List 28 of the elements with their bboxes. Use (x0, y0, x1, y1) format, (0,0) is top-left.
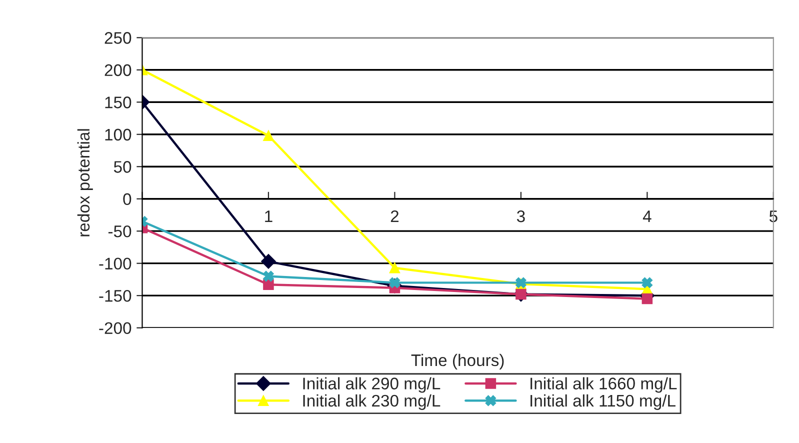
x-tick-label: 1 (265, 210, 272, 222)
point (263, 270, 274, 282)
legend-label: Initial alk 1150 mg/L (530, 394, 676, 410)
point (642, 277, 653, 288)
x-axis-title: Time (hours) (411, 354, 504, 370)
x-tick-label: 2 (390, 210, 399, 222)
point (389, 262, 400, 274)
x-tick-label: 5 (769, 210, 778, 222)
y-tick-label: -150 (99, 290, 132, 302)
y-axis-title: redox potential (77, 129, 93, 236)
y-tick-label: 100 (105, 128, 132, 141)
point (516, 288, 526, 300)
x-tick-label: 3 (516, 210, 525, 222)
point (263, 130, 274, 142)
y-tick-label: -200 (99, 322, 132, 334)
y-tick-label: -100 (99, 258, 132, 270)
y-tick-label: 50 (114, 161, 132, 173)
y-tick-label: 250 (104, 32, 132, 44)
legend-label: Initial alk 290 mg/L (303, 377, 440, 393)
point (263, 279, 274, 290)
y-tick-label: 200 (104, 64, 132, 76)
y-tick-label: -50 (108, 226, 132, 238)
point (642, 293, 653, 304)
y-tick-label: 150 (105, 96, 132, 108)
y-tick-label: 0 (123, 193, 132, 206)
x-tick-label: 4 (642, 210, 652, 222)
legend-label: Initial alk 1660 mg/L (530, 377, 677, 393)
legend-label: Initial alk 230 mg/L (303, 394, 440, 410)
